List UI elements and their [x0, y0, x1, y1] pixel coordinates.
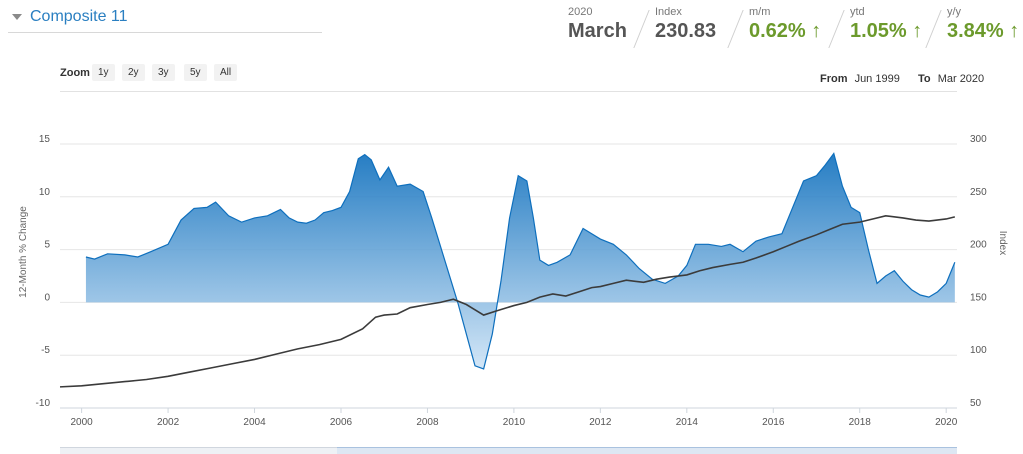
y-left-tick-label: 0	[44, 292, 50, 303]
zoom-button-5y[interactable]: 5y	[184, 64, 207, 81]
stat-value: 3.84% ↑	[947, 20, 1020, 42]
zoom-button-1y[interactable]: 1y	[92, 64, 115, 81]
x-tick-label: 2006	[330, 417, 353, 428]
zoom-label: Zoom	[60, 67, 90, 79]
y-left-tick-label: -5	[41, 345, 50, 356]
x-tick-label: 2010	[503, 417, 526, 428]
stat-value: 1.05% ↑	[850, 20, 923, 42]
date-range-to: To Mar 2020	[918, 73, 984, 85]
navigator-selection[interactable]	[337, 447, 957, 454]
caret-down-icon[interactable]	[12, 14, 22, 20]
stat-value: 0.62% ↑	[749, 20, 822, 42]
from-label: From	[820, 73, 848, 85]
to-value[interactable]: Mar 2020	[937, 73, 985, 85]
stat-label: ytd	[850, 6, 865, 18]
y-right-tick-label: 150	[970, 292, 987, 303]
stat-label: m/m	[749, 6, 771, 18]
zoom-button-2y[interactable]: 2y	[122, 64, 145, 81]
to-label: To	[918, 73, 931, 85]
stat-4: y/y 3.84% ↑	[947, 6, 1019, 43]
y-right-tick-label: 250	[970, 187, 987, 198]
x-tick-label: 2018	[849, 417, 872, 428]
chart-title-bar[interactable]: Composite 11	[8, 8, 322, 33]
stat-value: 230.83	[655, 20, 717, 42]
stat-3: ytd 1.05% ↑	[850, 6, 922, 43]
from-value[interactable]: Jun 1999	[854, 73, 900, 85]
line-series-index	[59, 214, 956, 388]
stat-2: m/m 0.62% ↑	[749, 6, 821, 43]
x-tick-label: 2014	[676, 417, 699, 428]
stat-label: 2020	[568, 6, 593, 18]
stat-0: 2020 March	[568, 6, 627, 43]
x-tick-label: 2000	[70, 417, 93, 428]
y-right-tick-label: 300	[970, 134, 987, 145]
area-series-12-month-change	[85, 153, 955, 369]
y-left-tick-label: -10	[36, 398, 51, 409]
y-left-tick-label: 5	[44, 240, 50, 251]
zoom-button-all[interactable]: All	[214, 64, 238, 81]
x-tick-label: 2002	[157, 417, 180, 428]
y-right-tick-label: 100	[970, 345, 987, 356]
x-tick-label: 2016	[762, 417, 785, 428]
stat-1: Index 230.83	[655, 6, 716, 43]
y-left-tick-label: 15	[39, 134, 51, 145]
range-divider	[60, 91, 957, 92]
y-right-axis-label: Index	[997, 231, 1008, 255]
x-tick-label: 2004	[243, 417, 266, 428]
zoom-button-3y[interactable]: 3y	[152, 64, 175, 81]
y-right-tick-label: 200	[970, 240, 987, 251]
stat-label: Index	[655, 6, 682, 18]
y-left-tick-label: 10	[39, 187, 51, 198]
area-series-outline	[85, 152, 956, 370]
date-range-from: From Jun 1999	[820, 73, 900, 85]
stat-value: March	[568, 20, 627, 42]
chart-title: Composite 11	[30, 8, 128, 25]
x-tick-label: 2020	[935, 417, 958, 428]
y-right-tick-label: 50	[970, 398, 982, 409]
stat-label: y/y	[947, 6, 962, 18]
x-tick-label: 2012	[589, 417, 612, 428]
x-tick-label: 2008	[416, 417, 439, 428]
y-left-axis-label: 12-Month % Change	[18, 206, 29, 298]
